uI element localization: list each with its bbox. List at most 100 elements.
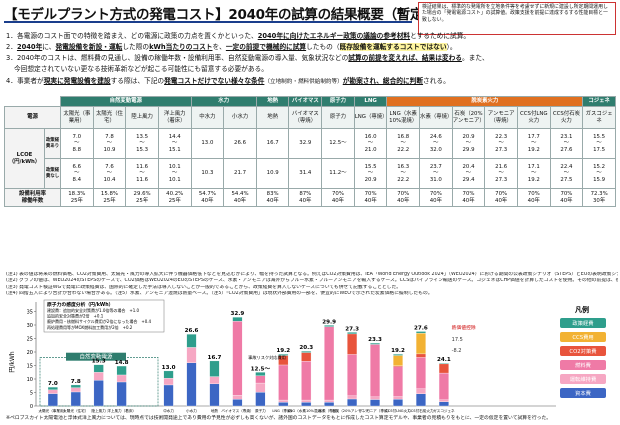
bar-segment (163, 384, 174, 407)
col-header: 石炭（20%アンモニア） (451, 106, 486, 129)
summary-points: 1．各電源のコスト面での特徴を踏まえ、どの電源に政策の力点を置くかといった、20… (6, 31, 618, 88)
lcoe-without-policy-cell: 11.2〜 (321, 158, 355, 189)
group-natural: 自然変動電源 (60, 96, 192, 107)
bar-segment (393, 354, 403, 356)
lcoe-without-policy-cell: 6.6 〜 8.4 (60, 158, 94, 189)
bar-segment (301, 361, 312, 401)
sensitivity-title: 原子力の感度分析（円/kWh） (47, 301, 113, 308)
col-header: アンモニア（専焼） (484, 106, 518, 129)
col-header: 中水力 (190, 106, 225, 129)
lcoe-with-policy-cell: 7.8 〜 10.9 (92, 128, 127, 159)
bar-segment (415, 331, 426, 334)
group-nuclear: 原子力 (321, 96, 355, 107)
lcoe-with-policy-cell: 26.6 (223, 128, 257, 159)
rate-cell: 70% 40年 (321, 188, 355, 207)
rate-cell: 70% 40年 (353, 188, 388, 207)
y-tick-label: 0 (30, 404, 33, 410)
bar-category-label: 小水力 (186, 408, 197, 413)
legend-label: 政策経費 (572, 319, 593, 327)
natural-group-label: 自然変動電源 (79, 353, 113, 361)
sensitivity-box (43, 299, 165, 333)
bar-segment (278, 402, 289, 407)
col-header: 水素（専焼） (419, 106, 453, 129)
bar-category-label: バイオマス（専焼） (221, 408, 253, 413)
bar-segment (324, 399, 335, 403)
y-tick-label: 10 (27, 377, 33, 383)
y-tick-label: 25 (27, 337, 33, 343)
col-header: 原子力 (321, 106, 355, 129)
footnotes: (注1) 表の値は将来の燃料価格、CO2対策費用、太陽光・風力の導入拡大に伴う機… (6, 272, 618, 297)
bar-segment (301, 402, 312, 407)
lcoe-without-policy-cell: 15.5 〜 20.9 (353, 158, 388, 189)
y-tick-label: 15 (27, 364, 33, 370)
bar-segment (186, 347, 197, 363)
bar-segment (278, 354, 289, 356)
bar-segment (255, 372, 266, 376)
bar-segment (393, 366, 403, 397)
page-title: 【モデルプラント方式の発電コスト】2040年の試算の結果概要（暫定） (4, 7, 437, 23)
bar-segment (415, 332, 426, 355)
lcoe-without-policy-cell: 10.1 〜 10.1 (157, 158, 192, 189)
rate-cell: 72.3% 30年 (582, 188, 616, 207)
lcoe-with-policy-cell: 22.3 〜 27.3 (484, 128, 518, 159)
col-header: 小水力 (223, 106, 257, 129)
bar-total-label: 20.3 (299, 345, 313, 351)
row-label-lcoe: LCOE（円/kWh） (4, 128, 45, 189)
chart-canvas: 円/kWh 0 5 10 15 20 25 30 35 自然変動電源 原子力の感度分析（円/kWh）… (4, 298, 616, 414)
bar-segment (393, 396, 403, 400)
rate-cell: 87% 40年 (288, 188, 323, 207)
lcoe-without-policy-cell: 21.7 (223, 158, 257, 189)
bar-category-label: LNG（水素10%混焼） (288, 408, 325, 413)
lcoe-with-policy-cell: 14.4 〜 15.1 (157, 128, 192, 159)
lcoe-without-policy-cell: 15.2 〜 15.9 (582, 158, 616, 189)
sensitivity-line: 建設費：追加的安全対策費が1.0倍等の場合 +1.0 (47, 307, 140, 313)
rate-cell: 29.6% 25年 (125, 188, 159, 207)
col-header: CCS付石炭火力 (549, 106, 584, 129)
footnote: (注2) グラフの値は、WEO2024のSTEPSのケースで、CO2価格はWEO… (6, 278, 618, 284)
lcoe-without-policy-cell: 7.6 〜 10.4 (92, 158, 127, 189)
lcoe-with-policy-cell: 32.9 (288, 128, 323, 159)
bar-segment (116, 381, 127, 407)
bar-segment (232, 395, 243, 400)
lcoe-with-policy-cell: 23.1 〜 27.6 (549, 128, 584, 159)
bar-segment (186, 362, 197, 407)
bar-segment (47, 386, 58, 390)
bar-segment (47, 389, 58, 394)
bar-segment (324, 402, 335, 407)
bar-segment (116, 374, 127, 383)
bar-segment (278, 399, 289, 403)
group-geothermal: 地熱 (255, 96, 290, 107)
bar-segment (370, 396, 381, 400)
bar-segment (370, 342, 381, 345)
bar-segment (415, 388, 426, 395)
bar-segment (347, 333, 358, 355)
bar-segment (393, 399, 403, 407)
bar-segment (186, 334, 197, 348)
col-header: 陸上風力 (125, 106, 159, 129)
rate-cell: 70% 40年 (419, 188, 453, 207)
bar-total-label: 24.1 (437, 357, 451, 363)
bar-category-label: LNG（専焼） (272, 408, 294, 413)
bar-total-label: 13.0 (162, 365, 176, 371)
bar-segment (209, 360, 220, 377)
bottom-note: ※ペロブスカイト太陽電池と浮体式洋上風力については、現時点では技術開発途上であり… (6, 416, 552, 421)
lcoe-with-policy-cell: 13.5 〜 15.3 (125, 128, 159, 159)
point-2: 2．2040年に、発電設備を新設・運転した際のkWh当たりのコストを、一定の前提… (6, 43, 457, 51)
lcoe-with-policy-cell: 13.0 (190, 128, 225, 159)
rate-cell: 70% 40年 (549, 188, 584, 207)
lcoe-with-policy-cell: 20.9 〜 29.9 (451, 128, 486, 159)
bar-segment (209, 376, 220, 385)
bar-total-label: 16.7 (208, 355, 222, 361)
rate-cell: 15.8% 25年 (92, 188, 127, 207)
accident-risk-label: 事故リスク対応費用 (248, 354, 286, 361)
bar-segment (255, 375, 266, 384)
bar-segment (232, 317, 243, 322)
bar-total-label: 26.6 (185, 328, 199, 334)
bar-category-label: ガスコジェネ (433, 408, 455, 413)
bar-segment (278, 364, 289, 401)
bar-segment (324, 325, 335, 327)
col-header: 地熱 (255, 106, 290, 129)
bar-total-label: 23.3 (368, 337, 382, 343)
lcoe-without-policy-cell: 10.3 (190, 158, 225, 189)
lcoe-with-policy-cell: 16.8 〜 22.2 (386, 128, 421, 159)
